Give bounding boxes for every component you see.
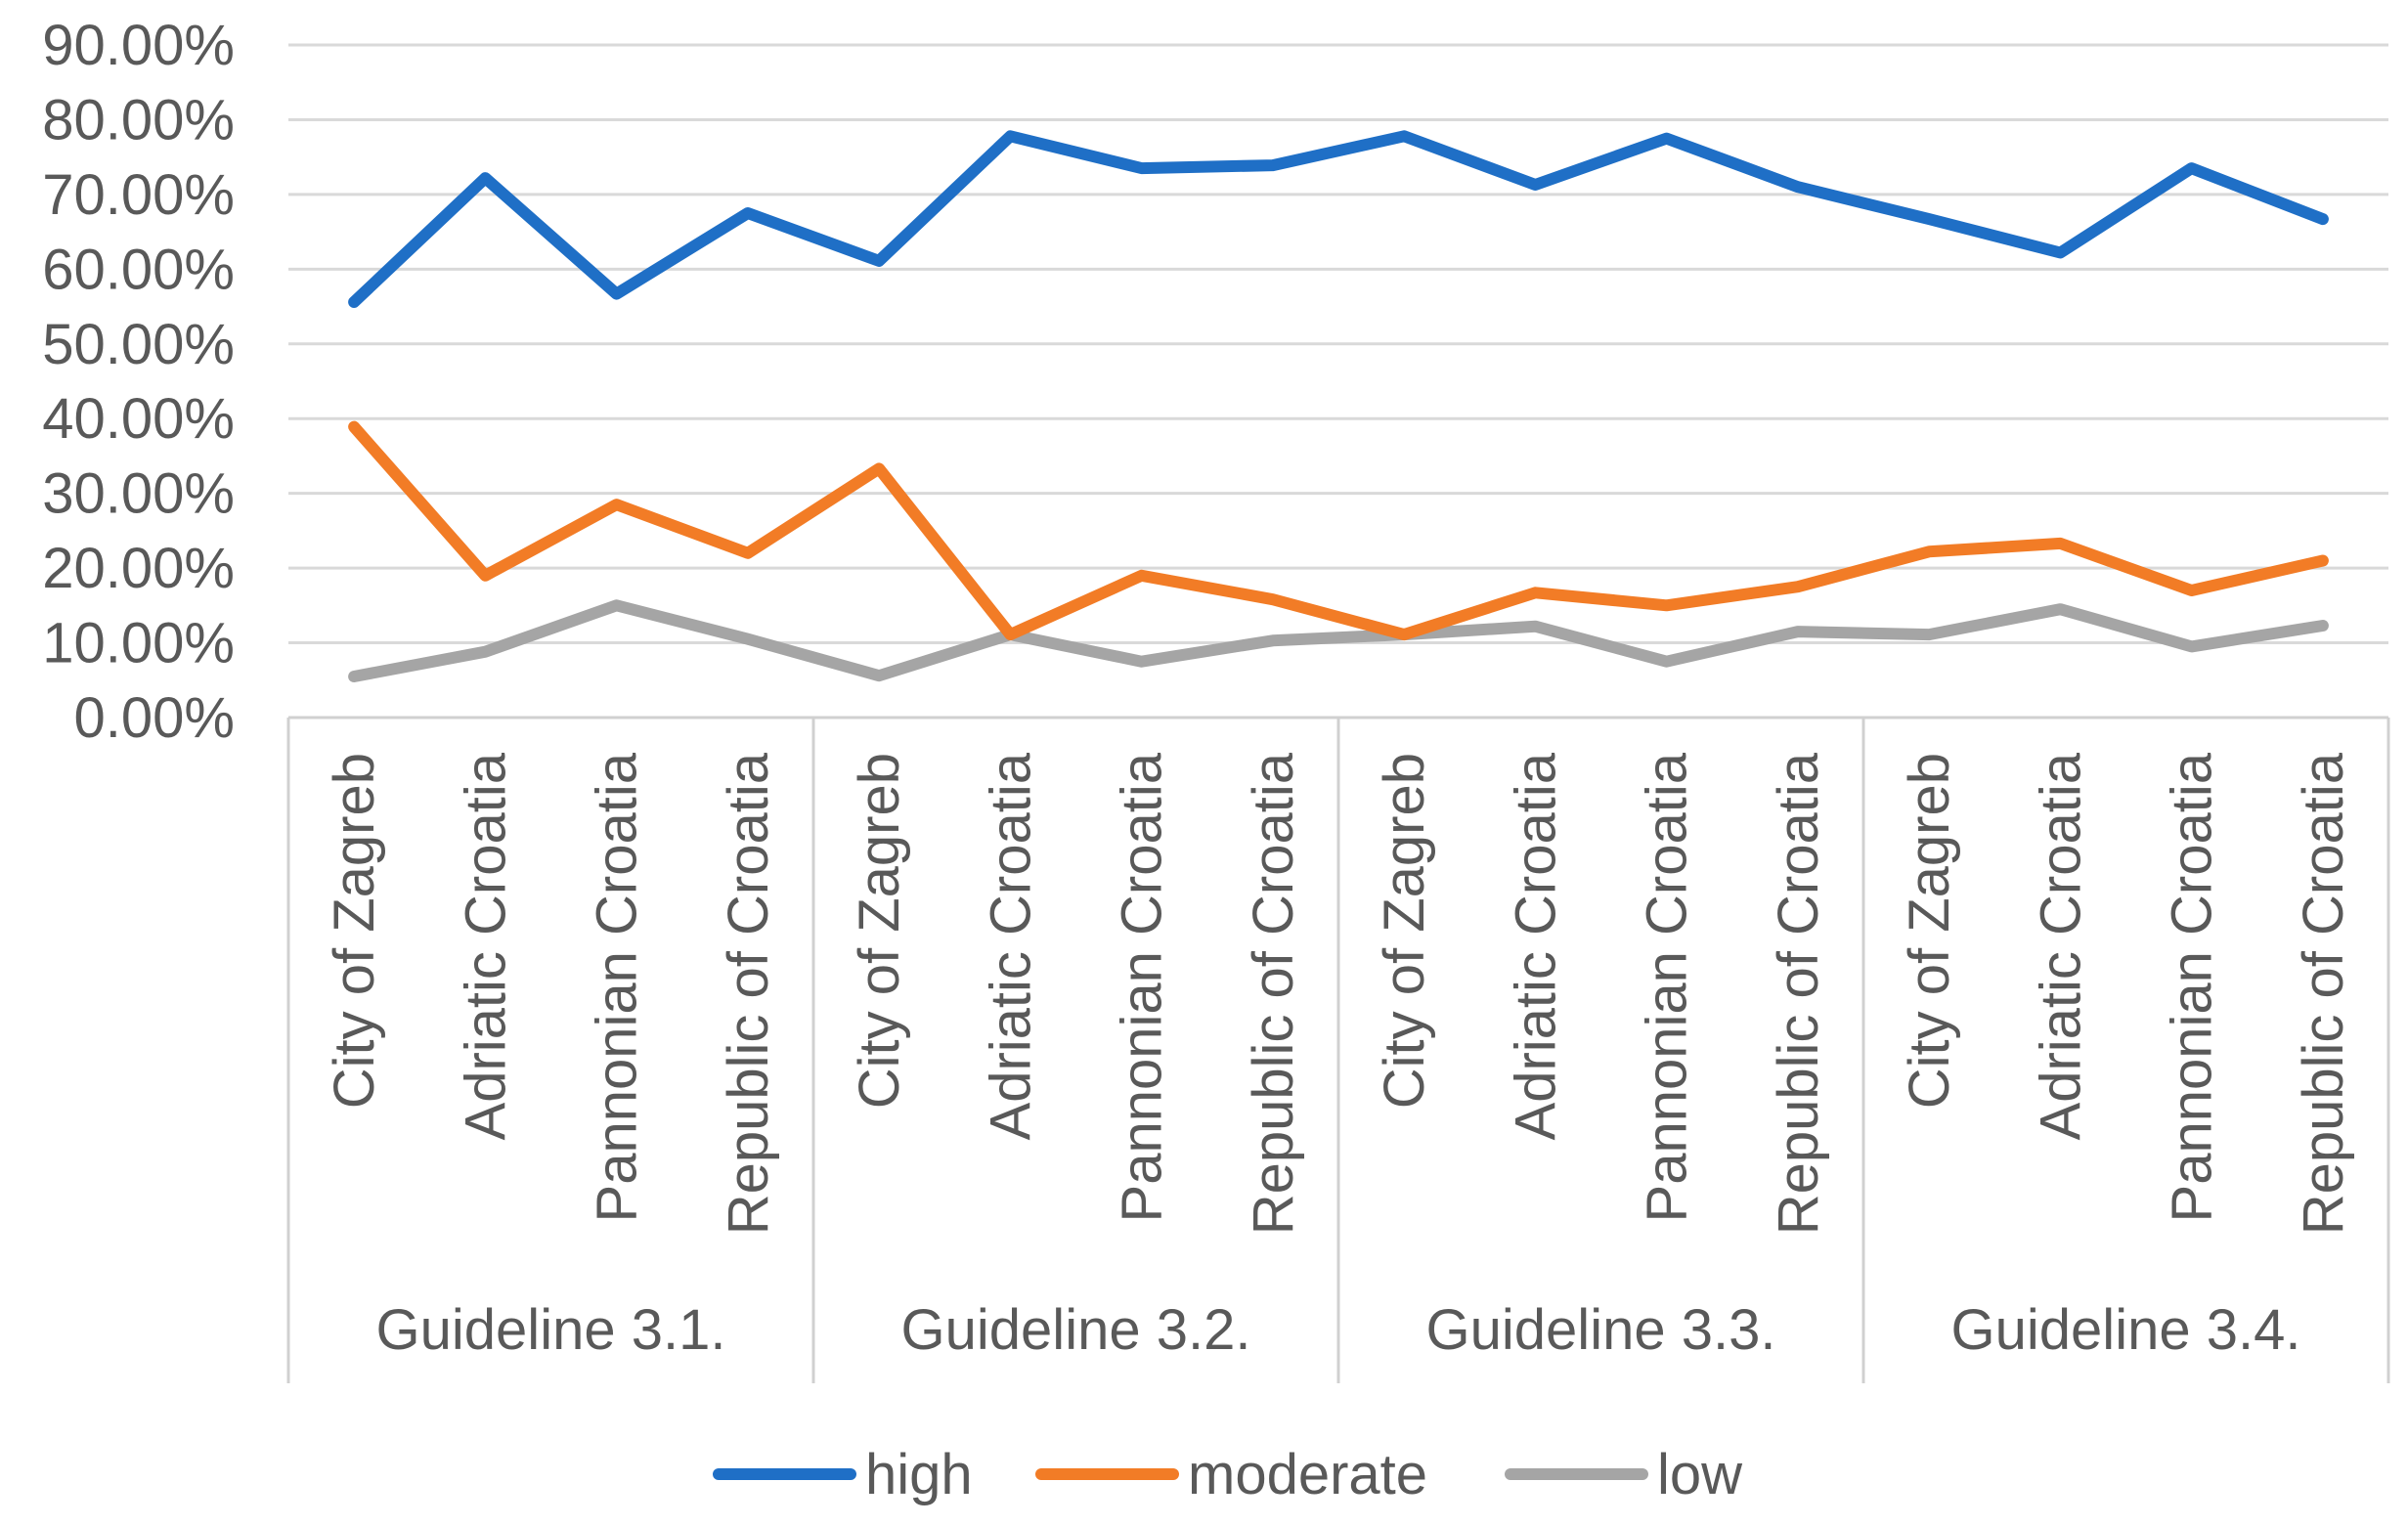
series-line-low xyxy=(348,599,2329,682)
legend: high moderate low xyxy=(713,1443,1743,1506)
x-group-label: Guideline 3.1. xyxy=(376,1298,726,1362)
x-category-label: Pannonian Croatia xyxy=(586,752,649,1222)
y-tick-label: 60.00% xyxy=(42,238,235,301)
x-category-label: Republic of Croatia xyxy=(1767,752,1830,1235)
legend-label-high: high xyxy=(865,1443,973,1506)
y-axis-tick-labels: 0.00% 10.00% 20.00% 30.00% 40.00% 50.00% 60.00… xyxy=(42,14,235,750)
x-category-label: Republic of Croatia xyxy=(717,752,780,1235)
series-line-moderate xyxy=(348,420,2329,641)
x-category-label: Pannonian Croatia xyxy=(1636,752,1699,1222)
y-tick-label: 70.00% xyxy=(42,163,235,227)
x-category-label: Adriatic Croatia xyxy=(454,752,517,1140)
x-category-label: Republic of Croatia xyxy=(2292,752,2355,1235)
x-axis: City of Zagreb Adriatic Croatia Pannonian … xyxy=(286,718,2390,1383)
legend-label-moderate: moderate xyxy=(1188,1443,1427,1506)
x-category-label: City of Zagreb xyxy=(323,753,386,1109)
x-category-label: Adriatic Croatia xyxy=(1504,752,1567,1140)
y-tick-label: 20.00% xyxy=(42,537,235,600)
x-category-label: Republic of Croatia xyxy=(1242,752,1305,1235)
y-tick-label: 90.00% xyxy=(42,14,235,77)
x-group-label: Guideline 3.2. xyxy=(901,1298,1251,1362)
x-category-label: Pannonian Croatia xyxy=(1111,752,1174,1222)
y-tick-label: 10.00% xyxy=(42,612,235,676)
x-group-label: Guideline 3.3. xyxy=(1426,1298,1776,1362)
y-tick-label: 40.00% xyxy=(42,387,235,451)
series-line-high xyxy=(348,130,2329,308)
y-tick-label: 50.00% xyxy=(42,313,235,376)
series-lines xyxy=(348,130,2329,682)
x-group-label: Guideline 3.4. xyxy=(1951,1298,2301,1362)
x-category-label: Adriatic Croatia xyxy=(979,752,1042,1140)
x-category-label: City of Zagreb xyxy=(848,753,911,1109)
y-tick-label: 30.00% xyxy=(42,462,235,526)
x-category-label: Adriatic Croatia xyxy=(2029,752,2092,1140)
x-category-label: Pannonian Croatia xyxy=(2161,752,2224,1222)
x-category-label: City of Zagreb xyxy=(1898,753,1961,1109)
y-tick-label: 0.00% xyxy=(74,686,235,750)
y-tick-label: 80.00% xyxy=(42,88,235,152)
grid-lines xyxy=(288,43,2388,719)
legend-label-low: low xyxy=(1657,1443,1743,1506)
x-category-label: City of Zagreb xyxy=(1373,753,1436,1109)
